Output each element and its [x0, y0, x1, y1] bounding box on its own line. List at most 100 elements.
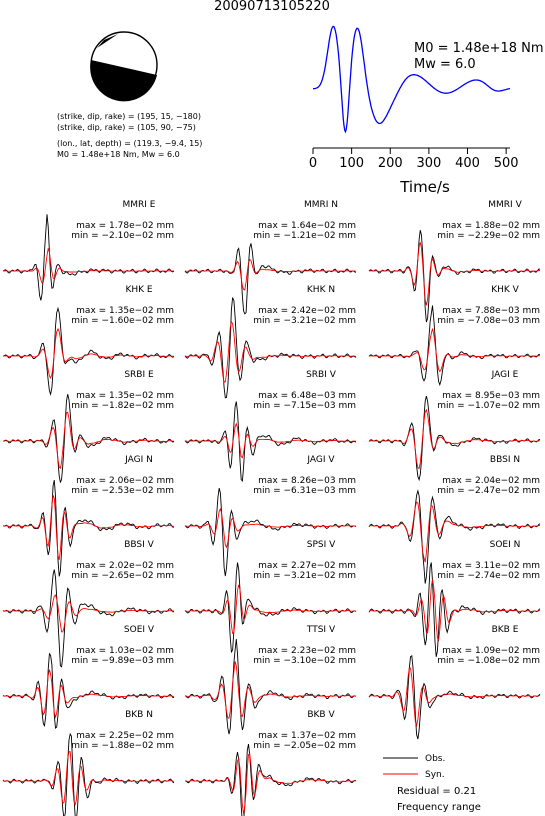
synthetic-trace [2, 327, 175, 380]
min-amplitude: min = −2.65e−02 mm [71, 571, 174, 581]
min-amplitude: min = −1.07e−02 mm [437, 401, 540, 411]
stf-x-axis-label: Time/s [399, 178, 450, 196]
station-name: SRBI E [124, 370, 154, 380]
max-amplitude: max = 2.27e−02 mm [258, 561, 356, 571]
synthetic-trace [368, 579, 541, 642]
min-amplitude: min = −7.08e−03 mm [437, 316, 540, 326]
max-amplitude: max = 2.06e−02 mm [76, 476, 174, 486]
beachball [90, 31, 158, 102]
stf-moment-label: M0 = 1.48e+18 Nm [414, 41, 544, 56]
stf-tick-label: 400 [455, 156, 480, 171]
max-amplitude: max = 1.35e−02 mm [76, 306, 174, 316]
synthetic-trace [184, 661, 357, 719]
synthetic-trace [184, 422, 357, 459]
synthetic-trace [368, 242, 541, 306]
synthetic-trace [184, 507, 357, 549]
max-amplitude: max = 2.04e−02 mm [442, 476, 540, 486]
nodal-plane-1: (strike, dip, rake) = (195, 15, −180) [57, 112, 201, 121]
max-amplitude: max = 6.48e−03 mm [258, 391, 356, 401]
station-name: MMRI N [304, 200, 338, 210]
max-amplitude: max = 1.37e−02 mm [258, 731, 356, 741]
beachball-compressional-cap [97, 34, 118, 48]
max-amplitude: max = 3.11e−02 mm [442, 561, 540, 571]
observed-trace [184, 638, 357, 735]
legend-observed-label: Obs. [425, 754, 445, 764]
station-name: BKB V [307, 710, 335, 720]
synthetic-trace [2, 751, 175, 806]
min-amplitude: min = −9.89e−03 mm [71, 656, 174, 666]
max-amplitude: max = 1.09e−02 mm [442, 646, 540, 656]
station-name: MMRI V [488, 200, 522, 210]
max-amplitude: max = 2.42e−02 mm [258, 306, 356, 316]
max-amplitude: max = 1.35e−02 mm [76, 391, 174, 401]
synthetic-trace [368, 667, 541, 728]
synthetic-trace [2, 594, 174, 633]
synthetic-trace [184, 258, 357, 291]
station-name: SOEI N [490, 540, 521, 550]
station-name: KHK E [125, 285, 152, 295]
synthetic-trace [2, 669, 175, 719]
max-amplitude: max = 8.95e−03 mm [442, 391, 540, 401]
max-amplitude: max = 1.64e−02 mm [258, 221, 356, 231]
station-name: SRBI V [306, 370, 337, 380]
min-amplitude: min = −1.88e−02 mm [71, 741, 174, 751]
stf-ticks: 0 100 200 300 400 500 [309, 148, 519, 171]
min-amplitude: min = −3.21e−02 mm [253, 316, 356, 326]
station-name: JAGI V [306, 455, 335, 465]
event-title: 20090713105220 [214, 0, 330, 14]
min-amplitude: min = −2.53e−02 mm [71, 486, 174, 496]
station-name: SOEI V [124, 625, 155, 635]
observed-trace [2, 214, 175, 301]
observed-trace [184, 744, 357, 816]
min-amplitude: min = −2.29e−02 mm [437, 231, 540, 241]
min-amplitude: min = −2.47e−02 mm [437, 486, 540, 496]
min-amplitude: min = −3.21e−02 mm [253, 571, 356, 581]
nodal-plane-2: (strike, dip, rake) = (105, 90, −75) [57, 123, 196, 132]
legend: Obs. Syn. Residual = 0.21 Frequency rang… [383, 754, 481, 813]
max-amplitude: max = 1.88e−02 mm [442, 221, 540, 231]
station-name: JAGI E [491, 370, 519, 380]
synthetic-trace [184, 753, 356, 815]
min-amplitude: min = −2.10e−02 mm [71, 231, 174, 241]
min-amplitude: min = −2.74e−02 mm [437, 571, 540, 581]
stf-magnitude-label: Mw = 6.0 [414, 57, 476, 72]
stf-tick-label: 100 [339, 156, 364, 171]
stf-tick-label: 0 [309, 156, 317, 171]
synthetic-trace [184, 584, 357, 635]
synthetic-trace [2, 248, 175, 284]
synthetic-trace [368, 328, 540, 373]
event-location: (lon., lat, depth) = (119.3, −9.4, 15) [57, 139, 202, 148]
observed-trace [184, 562, 357, 654]
min-amplitude: min = −6.31e−03 mm [253, 486, 356, 496]
synthetic-trace [368, 501, 541, 563]
min-amplitude: min = −1.82e−02 mm [71, 401, 174, 411]
min-amplitude: min = −2.05e−02 mm [253, 741, 356, 751]
max-amplitude: max = 7.88e−03 mm [442, 306, 540, 316]
synthetic-trace [368, 408, 541, 470]
station-name: MMRI E [123, 200, 156, 210]
min-amplitude: min = −1.08e−02 mm [437, 656, 540, 666]
station-name: BKB N [125, 710, 153, 720]
min-amplitude: min = −1.60e−02 mm [71, 316, 174, 326]
max-amplitude: max = 2.23e−02 mm [258, 646, 356, 656]
min-amplitude: min = −7.15e−03 mm [253, 401, 356, 411]
stf-curve [313, 25, 511, 134]
stf-tick-label: 300 [416, 156, 441, 171]
max-amplitude: max = 1.78e−02 mm [76, 221, 174, 231]
synthetic-trace [2, 495, 174, 560]
